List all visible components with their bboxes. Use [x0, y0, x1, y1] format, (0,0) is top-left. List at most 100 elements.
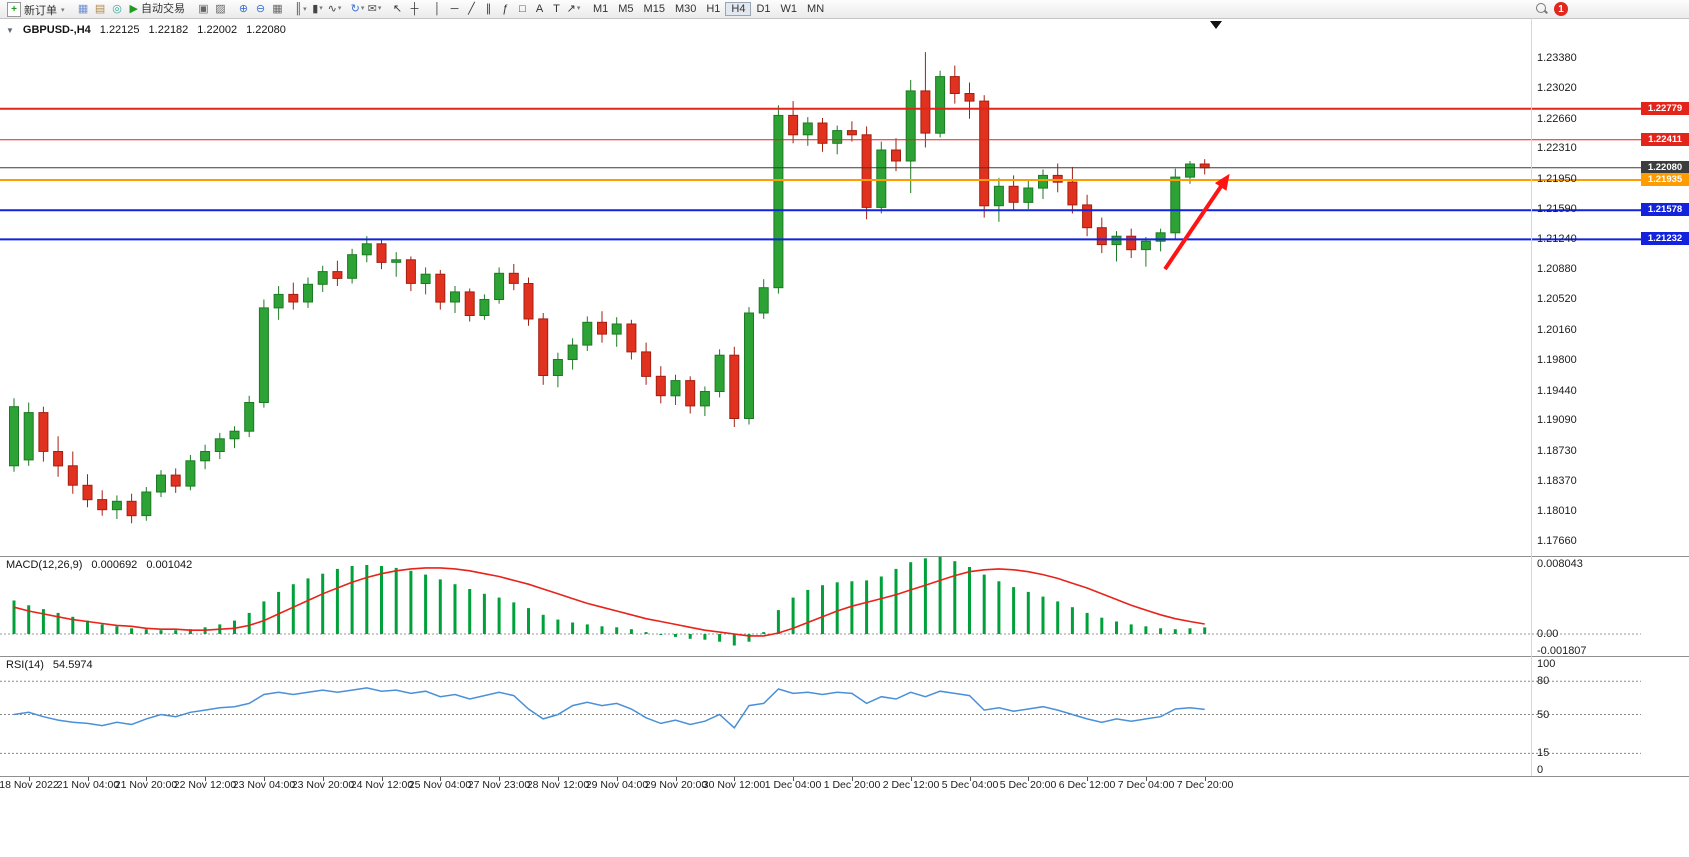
candle-body [1052, 174, 1063, 183]
time-tick-mark [617, 777, 618, 781]
time-tick-mark [323, 777, 324, 781]
indicators-icon-glyph: ↻ [350, 2, 360, 15]
trendline-icon[interactable]: ╱ [463, 0, 480, 16]
bar-chart-icon-glyph: ║ [294, 2, 303, 15]
timeframe-h4[interactable]: H4 [725, 1, 752, 16]
candle-body [420, 273, 431, 285]
line-chart-icon[interactable]: ∿ ▾ [326, 0, 343, 16]
macd-histogram-bar [527, 608, 530, 634]
price-chart-panel[interactable] [0, 18, 1689, 556]
horizontal-line-icon[interactable]: ─ [446, 1, 463, 17]
sound-icon[interactable]: ◎ [109, 0, 126, 16]
fibonacci-icon[interactable]: ƒ [497, 1, 514, 17]
text-label-icon[interactable]: T [548, 1, 565, 17]
timeframe-d1[interactable]: D1 [756, 2, 771, 15]
zoom-in-icon[interactable]: ⊕ [235, 0, 252, 16]
macd-histogram-bar [938, 557, 942, 634]
rsi-tick-label: 50 [1537, 709, 1550, 721]
candle-body [949, 76, 960, 94]
price-tick-label: 1.19440 [1537, 385, 1577, 397]
mail-icon[interactable]: ✉ ▾ [366, 0, 383, 16]
notification-badge[interactable]: 1 [1554, 2, 1568, 16]
timeframe-m5[interactable]: M5 [618, 2, 634, 15]
rsi-panel[interactable] [0, 657, 1689, 776]
timeframe-m30[interactable]: M30 [674, 2, 697, 15]
candle-body [273, 293, 284, 309]
timeframe-h1[interactable]: H1 [706, 2, 721, 15]
text-icon[interactable]: A [531, 1, 548, 17]
candle-body [332, 271, 343, 279]
tile-grid-icon[interactable]: ▦ [269, 0, 286, 16]
indicators-icon[interactable]: ↻ ▾ [349, 0, 366, 16]
macd-histogram-bar [806, 589, 810, 634]
cursor-icon-glyph: ↖ [392, 2, 403, 15]
candle-body [1185, 163, 1195, 178]
date-label: 7 Dec 20:00 [1176, 779, 1234, 791]
profile-icon[interactable]: ▤ [92, 0, 109, 16]
panel-separator[interactable] [0, 556, 1689, 557]
charts-grid-icon[interactable]: ▦ [75, 0, 92, 16]
collapse-chart-icon[interactable]: ▼ [6, 25, 14, 35]
bar-chart-icon[interactable]: ║ ▾ [292, 1, 309, 17]
price-tick-label: 1.22660 [1537, 113, 1577, 125]
trend-arrow[interactable] [1163, 173, 1230, 271]
tile-windows-icon[interactable]: ▣ [195, 0, 212, 16]
price-tick-label: 1.21950 [1537, 173, 1577, 185]
macd-histogram-bar [41, 609, 45, 634]
time-tick-mark [1146, 777, 1147, 781]
candle-body [832, 130, 843, 144]
macd-histogram-bar [747, 634, 751, 642]
candle-body [1008, 185, 1019, 203]
crosshair-icon-glyph: ┼ [410, 2, 419, 15]
candle-body [891, 149, 901, 162]
profile-icon-glyph: ▤ [94, 2, 106, 15]
candle-body [552, 359, 563, 376]
macd-main-value: 0.000692 [91, 559, 138, 571]
macd-histogram-bar [468, 589, 472, 634]
date-label: 28 Nov 12:00 [526, 779, 590, 791]
sound-icon-glyph: ◎ [112, 2, 122, 15]
timeframe-m1[interactable]: M1 [592, 2, 609, 15]
timeframe-mn[interactable]: MN [807, 2, 825, 15]
candle-body [523, 283, 534, 320]
time-tick-mark [676, 777, 677, 781]
macd-histogram-bar [497, 597, 501, 634]
vertical-line-icon[interactable]: │ [429, 1, 446, 17]
date-label: 27 Nov 23:00 [467, 779, 531, 791]
autotrade-button[interactable]: ▶ 自动交易 [126, 0, 189, 16]
candle-body [699, 391, 710, 407]
macd-histogram-bar [71, 616, 75, 634]
panel-separator[interactable] [0, 656, 1689, 657]
search-icon[interactable] [1536, 3, 1548, 15]
candle-body [567, 344, 578, 361]
high-value: 1.22182 [148, 24, 189, 36]
macd-histogram-bar [909, 562, 913, 634]
cascade-windows-icon-glyph: ▨ [215, 2, 226, 15]
timeframe-w1[interactable]: W1 [780, 2, 798, 15]
crosshair-icon[interactable]: ┼ [406, 1, 423, 17]
candle-body [82, 484, 93, 501]
zoom-out-icon[interactable]: ⊖ [252, 0, 269, 16]
arrows-icon[interactable]: ↗ ▾ [565, 0, 582, 16]
macd-histogram-bar [86, 620, 89, 634]
dropdown-arrow-icon: ▾ [319, 5, 323, 13]
cursor-icon[interactable]: ↖ [389, 0, 406, 16]
price-tag-1.21935: 1.21935 [1641, 173, 1689, 186]
price-tick-label: 1.22310 [1537, 142, 1577, 154]
new-order-button[interactable]: + 新订单 ▾ [3, 2, 69, 18]
chart-scroll-marker[interactable] [1210, 21, 1222, 29]
cascade-windows-icon[interactable]: ▨ [212, 0, 229, 16]
macd-panel[interactable] [0, 557, 1689, 656]
time-tick-mark [264, 777, 265, 781]
candle-body [788, 114, 799, 136]
candle-body [979, 100, 990, 207]
date-label: 21 Nov 04:00 [56, 779, 120, 791]
macd-histogram-bar [644, 632, 648, 634]
shapes-icon[interactable]: □ [514, 1, 531, 17]
channel-icon[interactable]: ∥ [480, 0, 497, 16]
time-tick-mark [205, 777, 206, 781]
candlestick-chart-icon[interactable]: ▮ ▾ [309, 0, 326, 16]
candle-body [920, 90, 931, 134]
timeframe-m15[interactable]: M15 [643, 2, 665, 15]
